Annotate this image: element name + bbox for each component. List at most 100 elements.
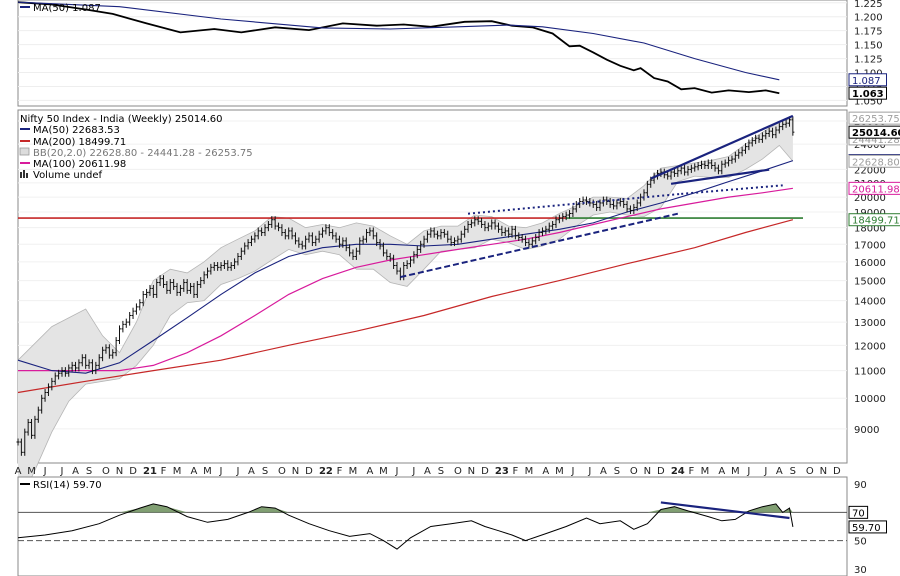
price-bar	[178, 284, 182, 296]
price-gridlines	[18, 120, 847, 430]
price-bar	[36, 406, 40, 423]
x-tick-label: F	[688, 466, 694, 477]
price-bar	[97, 354, 101, 369]
price-bar	[351, 249, 355, 260]
rs-tag: 1.087	[852, 76, 881, 87]
price-bar	[172, 279, 176, 290]
price-bar	[175, 282, 179, 296]
x-tick-label: S	[790, 466, 796, 477]
price-bar	[405, 260, 409, 270]
price-bar	[199, 277, 203, 288]
price-bar	[290, 227, 294, 240]
x-tick-label: A	[718, 466, 725, 477]
price-bar	[189, 282, 193, 294]
price-bar	[226, 260, 230, 271]
price-bar	[233, 258, 237, 270]
price-bar	[307, 232, 311, 243]
price-bar	[50, 377, 54, 391]
price-bar	[612, 200, 616, 210]
price-title: Nifty 50 Index - India (Weekly) 25014.60	[20, 114, 223, 125]
price-tag-box	[848, 125, 900, 139]
price-bar	[26, 418, 30, 436]
ma50-line	[17, 160, 794, 374]
price-bar	[517, 232, 521, 242]
price-bar	[314, 235, 318, 247]
price-bar	[781, 120, 785, 131]
rsi-tag: 59.70	[852, 523, 881, 534]
price-bar	[544, 225, 548, 235]
price-bar	[212, 262, 216, 271]
price-bar	[138, 299, 142, 311]
price-bar	[422, 235, 426, 248]
price-bar	[121, 320, 125, 333]
price-tag-box	[848, 154, 900, 168]
price-bar	[63, 367, 67, 377]
x-tick-label: F	[513, 466, 519, 477]
price-bar	[683, 164, 687, 176]
price-bar	[90, 359, 94, 375]
rsi-tag-box	[848, 520, 887, 534]
price-bar	[128, 312, 132, 326]
x-tick-label: N	[116, 466, 123, 477]
price-bar	[145, 288, 149, 298]
price-tag: 18499.71	[852, 216, 900, 227]
price-y-tick: 10000	[854, 394, 886, 405]
price-bar	[297, 237, 301, 248]
price-tag-box	[848, 213, 900, 227]
price-bar	[699, 160, 704, 170]
price-bar	[60, 367, 64, 377]
legend-bollinger: BB(20,2.0) 22628.80 - 24441.28 - 26253.7…	[33, 148, 253, 159]
price-bar	[266, 220, 270, 232]
rs-y-tick: 1.125	[854, 55, 883, 66]
x-tick-label: N	[820, 466, 827, 477]
price-bar	[757, 134, 761, 143]
price-bar	[754, 134, 758, 145]
price-tag: 20611.98	[852, 184, 900, 195]
price-bar	[388, 252, 392, 262]
price-bar	[182, 279, 186, 292]
price-bar	[253, 232, 257, 243]
price-bar	[446, 230, 450, 243]
price-bar	[151, 284, 155, 298]
price-tag: 22628.80	[852, 157, 900, 168]
price-bar	[716, 164, 720, 175]
price-bar	[358, 237, 362, 255]
price-bar	[337, 235, 341, 248]
price-bar	[19, 438, 23, 456]
price-bar	[429, 227, 433, 238]
price-bar	[43, 389, 47, 402]
price-bar	[666, 171, 670, 180]
price-bar	[442, 229, 446, 238]
price-bar	[168, 279, 172, 294]
price-y-tick: 14000	[854, 297, 886, 308]
price-bar	[436, 230, 440, 240]
price-bar	[510, 225, 514, 238]
price-y-tick: 9000	[854, 425, 879, 436]
price-bar	[222, 260, 226, 270]
price-bar	[419, 240, 423, 253]
price-bar	[67, 364, 71, 377]
x-tick-label: J	[43, 466, 47, 477]
trendline-solid	[670, 168, 770, 185]
x-tick-label: M	[379, 466, 388, 477]
bollinger-upper	[17, 117, 794, 361]
price-bar	[672, 168, 676, 177]
price-bar	[415, 245, 419, 259]
price-tag: 25014.60	[852, 128, 900, 139]
price-y-tick: 20000	[854, 193, 886, 204]
price-bar	[733, 151, 737, 163]
legend-ma100: MA(100) 20611.98	[33, 159, 126, 170]
price-bar	[500, 225, 504, 237]
price-bar	[158, 275, 162, 287]
x-tick-label: O	[806, 466, 814, 477]
price-y-tick: 17000	[854, 240, 886, 251]
price-bar	[723, 159, 727, 168]
x-tick-label: D	[481, 466, 489, 477]
price-bar	[527, 239, 531, 248]
x-tick-label: D	[129, 466, 137, 477]
price-bar	[571, 205, 575, 218]
x-tick-label: A	[191, 466, 198, 477]
price-bar	[676, 167, 680, 177]
x-tick-label: M	[555, 466, 564, 477]
price-bar	[706, 159, 710, 170]
